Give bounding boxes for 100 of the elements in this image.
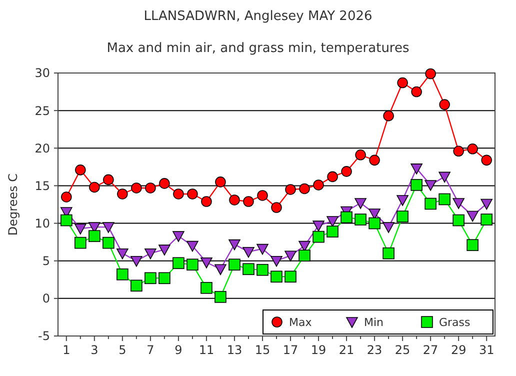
point (270, 270, 282, 283)
point (173, 188, 184, 200)
point (284, 270, 296, 283)
point (438, 172, 450, 183)
point (467, 143, 478, 154)
point (214, 264, 226, 276)
point (312, 230, 324, 243)
point (130, 256, 142, 267)
point (186, 258, 198, 271)
point (103, 174, 114, 186)
point (312, 220, 324, 232)
point (257, 190, 268, 201)
point (144, 248, 156, 260)
point (369, 154, 380, 166)
chart-subtitle: Max and min air, and grass min, temperatures (106, 41, 410, 56)
point (145, 182, 156, 194)
point (354, 198, 366, 209)
y-tick-label: 5 (42, 254, 50, 268)
x-tick-label: 9 (174, 343, 182, 357)
point (340, 211, 352, 224)
point (270, 256, 282, 267)
point (74, 224, 86, 234)
x-tick-label: 17 (282, 343, 298, 357)
y-tick-label: 10 (34, 216, 50, 230)
point (144, 272, 156, 284)
point (382, 247, 394, 260)
point (88, 230, 100, 242)
point (341, 166, 352, 177)
point (102, 236, 114, 249)
point (256, 244, 268, 255)
point (74, 236, 86, 249)
point (201, 196, 212, 207)
point (452, 198, 464, 209)
point (368, 217, 380, 230)
point (256, 264, 268, 276)
x-tick-label: 7 (146, 343, 154, 357)
point (438, 193, 450, 206)
point (228, 239, 240, 250)
point (298, 250, 310, 262)
point (396, 195, 408, 206)
point (424, 180, 436, 191)
point (285, 184, 296, 195)
y-tick-label: 0 (42, 292, 50, 306)
point (228, 258, 240, 271)
x-tick-label: 15 (254, 343, 270, 357)
point (410, 164, 422, 174)
point (382, 222, 394, 233)
x-tick-label: 23 (366, 343, 382, 357)
y-tick-label: 30 (34, 66, 50, 80)
point (214, 291, 226, 303)
point (480, 214, 492, 226)
point (242, 263, 254, 276)
point (215, 176, 226, 188)
x-tick-label: 5 (118, 343, 126, 357)
x-tick-label: 11 (198, 343, 214, 357)
x-tick-label: 29 (450, 343, 466, 357)
point (424, 198, 436, 210)
point (75, 164, 86, 176)
point (200, 282, 212, 294)
point (117, 188, 128, 200)
point (326, 216, 338, 227)
point (355, 150, 366, 160)
point (466, 239, 478, 251)
x-tick-label: 19 (310, 343, 326, 357)
y-tick-label: -5 (38, 329, 50, 344)
point (397, 77, 408, 88)
point (116, 248, 128, 260)
point (158, 272, 170, 284)
point (410, 179, 422, 191)
point (425, 68, 436, 80)
point (299, 183, 310, 194)
point (200, 257, 212, 268)
point (383, 110, 394, 122)
point (354, 214, 366, 226)
point (313, 180, 324, 190)
point (327, 171, 338, 182)
point (229, 194, 240, 206)
point (326, 226, 338, 238)
point (130, 280, 142, 292)
legend-label: Min (364, 316, 384, 329)
point (284, 250, 296, 262)
y-tick-label: 15 (34, 178, 50, 193)
x-tick-label: 1 (62, 343, 70, 357)
point (396, 210, 408, 222)
point (158, 244, 170, 256)
y-tick-label: 20 (34, 141, 50, 156)
legend-label: Grass (439, 316, 471, 329)
point (172, 257, 184, 270)
y-axis-title: Degrees C (6, 173, 20, 236)
point (102, 222, 114, 233)
point (243, 196, 254, 207)
x-tick-label: 3 (90, 343, 98, 357)
point (116, 268, 128, 280)
point (89, 182, 100, 193)
point (131, 182, 142, 194)
point (452, 214, 464, 226)
point (187, 188, 198, 200)
x-tick-label: 25 (394, 343, 410, 357)
x-tick-label: 21 (338, 343, 354, 357)
chart-title: LLANSADWRN, Anglesey MAY 2026 (144, 9, 372, 24)
